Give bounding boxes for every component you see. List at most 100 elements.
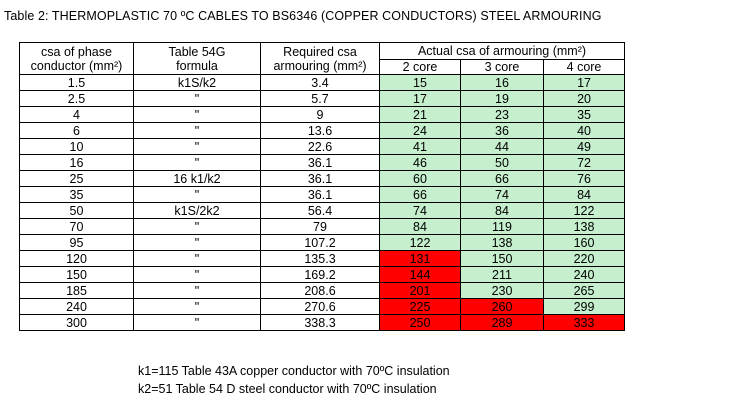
cell-required: 79	[260, 218, 380, 235]
cell-2-core: 74	[379, 202, 461, 219]
cell-2-core: 201	[379, 282, 461, 299]
cell-csa: 10	[19, 138, 134, 155]
header-formula: Table 54G formula	[133, 42, 261, 75]
cell-2-core: 60	[379, 170, 461, 187]
cell-4-core: 160	[542, 234, 626, 251]
cell-3-core: 50	[460, 154, 544, 171]
cell-3-core: 16	[460, 74, 544, 91]
header-row: csa of phase conductor (mm²) Table 54G f…	[19, 42, 626, 75]
cell-formula: "	[133, 106, 261, 123]
header-required-line2: armouring (mm²)	[273, 58, 367, 73]
cell-2-core: 15	[379, 74, 461, 91]
cell-csa: 300	[19, 314, 134, 331]
cell-4-core: 299	[542, 298, 626, 315]
cell-csa: 70	[19, 218, 134, 235]
cell-required: 36.1	[260, 170, 380, 187]
cell-required: 9	[260, 106, 380, 123]
cell-required: 135.3	[260, 250, 380, 267]
cell-required: 56.4	[260, 202, 380, 219]
cell-required: 36.1	[260, 154, 380, 171]
cell-formula: "	[133, 154, 261, 171]
cell-formula: "	[133, 234, 261, 251]
cell-4-core: 35	[542, 106, 626, 123]
cell-2-core: 21	[379, 106, 461, 123]
cell-required: 5.7	[260, 90, 380, 107]
table-row: 6 " 13.6 24 36 40	[19, 122, 626, 139]
cell-4-core: 122	[542, 202, 626, 219]
cell-formula: "	[133, 250, 261, 267]
cell-4-core: 20	[542, 90, 626, 107]
cell-formula: "	[133, 122, 261, 139]
header-3-core: 3 core	[460, 59, 544, 75]
cell-2-core: 41	[379, 138, 461, 155]
cell-3-core: 119	[460, 218, 544, 235]
cell-3-core: 44	[460, 138, 544, 155]
footnote-k2: k2=51 Table 54 D steel conductor with 70…	[138, 382, 437, 396]
cell-formula: 16 k1/k2	[133, 170, 261, 187]
cell-required: 3.4	[260, 74, 380, 91]
header-actual-csa: Actual csa of armouring (mm²)	[378, 42, 626, 60]
cell-formula: "	[133, 218, 261, 235]
cell-csa: 16	[19, 154, 134, 171]
table-row: 2.5 " 5.7 17 19 20	[19, 90, 626, 107]
cell-required: 107.2	[260, 234, 380, 251]
header-formula-line1: Table 54G	[168, 44, 226, 59]
cell-4-core: 49	[542, 138, 626, 155]
footnotes: k1=115 Table 43A copper conductor with 7…	[138, 362, 450, 398]
cell-3-core: 230	[460, 282, 544, 299]
cell-3-core: 23	[460, 106, 544, 123]
table-row: 10 " 22.6 41 44 49	[19, 138, 626, 155]
cell-4-core: 333	[542, 314, 626, 331]
cell-3-core: 211	[460, 266, 544, 283]
cell-csa: 185	[19, 282, 134, 299]
cell-required: 270.6	[260, 298, 380, 315]
cell-3-core: 289	[460, 314, 544, 331]
cell-formula: "	[133, 90, 261, 107]
cell-3-core: 260	[460, 298, 544, 315]
cell-formula: "	[133, 314, 261, 331]
cell-2-core: 46	[379, 154, 461, 171]
cell-csa: 95	[19, 234, 134, 251]
cell-4-core: 220	[542, 250, 626, 267]
header-csa-line1: csa of phase	[41, 44, 112, 59]
cell-4-core: 17	[542, 74, 626, 91]
header-2-core: 2 core	[379, 59, 461, 75]
cell-4-core: 240	[542, 266, 626, 283]
cell-2-core: 131	[379, 250, 461, 267]
cell-csa: 25	[19, 170, 134, 187]
cell-3-core: 150	[460, 250, 544, 267]
table-row: 185 " 208.6 201 230 265	[19, 282, 626, 299]
table-row: 300 " 338.3 250 289 333	[19, 314, 626, 331]
cell-2-core: 122	[379, 234, 461, 251]
cell-3-core: 19	[460, 90, 544, 107]
cell-formula: "	[133, 282, 261, 299]
cell-2-core: 17	[379, 90, 461, 107]
cell-required: 22.6	[260, 138, 380, 155]
cell-csa: 4	[19, 106, 134, 123]
table-row: 120 " 135.3 131 150 220	[19, 250, 626, 267]
header-4-core: 4 core	[542, 59, 626, 75]
cell-required: 338.3	[260, 314, 380, 331]
header-formula-line2: formula	[176, 58, 218, 73]
header-csa-line2: conductor (mm²)	[30, 58, 123, 73]
header-csa-phase-conductor: csa of phase conductor (mm²)	[19, 42, 134, 75]
cell-csa: 2.5	[19, 90, 134, 107]
armouring-table: csa of phase conductor (mm²) Table 54G f…	[19, 42, 626, 331]
cell-4-core: 40	[542, 122, 626, 139]
cell-2-core: 250	[379, 314, 461, 331]
cell-3-core: 138	[460, 234, 544, 251]
cell-required: 169.2	[260, 266, 380, 283]
cell-4-core: 76	[542, 170, 626, 187]
cell-3-core: 84	[460, 202, 544, 219]
cell-formula: "	[133, 266, 261, 283]
table-row: 25 16 k1/k2 36.1 60 66 76	[19, 170, 626, 187]
table-row: 240 " 270.6 225 260 299	[19, 298, 626, 315]
table-row: 95 " 107.2 122 138 160	[19, 234, 626, 251]
cell-csa: 35	[19, 186, 134, 203]
table-row: 70 " 79 84 119 138	[19, 218, 626, 235]
cell-3-core: 66	[460, 170, 544, 187]
cell-formula: k1S/k2	[133, 74, 261, 91]
table-row: 16 " 36.1 46 50 72	[19, 154, 626, 171]
cell-3-core: 74	[460, 186, 544, 203]
cell-2-core: 225	[379, 298, 461, 315]
